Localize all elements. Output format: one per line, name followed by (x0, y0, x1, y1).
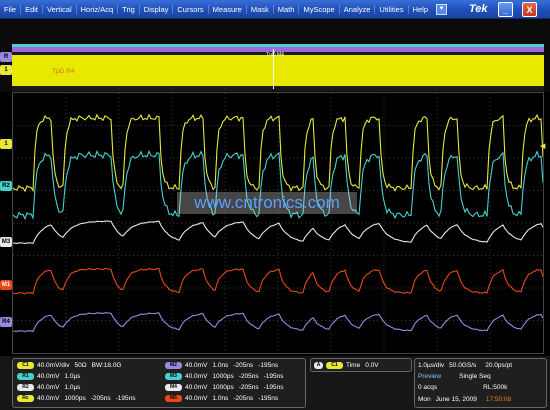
trigger-source-badge: C1 (326, 362, 343, 369)
waveform-display[interactable] (12, 92, 544, 354)
m4-time: 1000ps (212, 384, 234, 391)
m5-stop: -195ns (258, 395, 279, 402)
overview-ch1-marker[interactable]: 1 (0, 65, 12, 75)
r1-badge[interactable]: R1 (17, 373, 34, 380)
ch1-marker[interactable]: 1 (0, 139, 12, 149)
ch1-bandwidth: BW:18.0G (91, 362, 122, 369)
m3-marker[interactable]: M3 (0, 237, 12, 247)
overview-ref-trace (12, 47, 544, 52)
watermark: www.cntronics.com (177, 192, 357, 214)
menu-trig[interactable]: Trig (117, 4, 139, 14)
ch1-trace (12, 113, 544, 193)
acq-count: 0 acqs (418, 384, 438, 391)
clock: 17:50:08 (485, 396, 512, 403)
overview-ref-marker[interactable]: R (0, 52, 12, 62)
r1-scale: 40.0mV (37, 373, 60, 380)
trigger-level: 0.0V (365, 362, 379, 369)
m4-scale: 40.0mV (185, 384, 208, 391)
menu-bar: File Edit Vertical Horiz/Acq Trig Displa… (0, 0, 550, 19)
r1-time: 1.0µs (64, 373, 81, 380)
minimize-button[interactable]: _ (498, 2, 513, 17)
m2-badge[interactable]: M2 (165, 362, 182, 369)
zoom-selection-label: TpD M4 (266, 52, 284, 58)
r2-scale: 40.0mV (37, 384, 60, 391)
m5-time: 1.0ns (212, 395, 229, 402)
menu-measure[interactable]: Measure (207, 4, 246, 14)
readout-panel: C1 40.0mV/div 50Ω BW:18.0G R1 40.0mV 1.0… (0, 356, 550, 410)
m4-start: -205ns (238, 384, 259, 391)
sample-rate: 50.0GS/s (449, 362, 477, 369)
ch1-scale: 40.0mV/div (37, 362, 70, 369)
brand-logo: Tek (469, 3, 488, 15)
timebase-readout[interactable]: 1.0µs/div 50.0GS/s 20.0ps/pt Preview Sin… (414, 358, 547, 408)
menu-horiz-acq[interactable]: Horiz/Acq (75, 4, 118, 14)
ch2-marker[interactable]: R2 (0, 181, 12, 191)
m3-badge[interactable]: M3 (165, 373, 182, 380)
m3-start: -205ns (238, 373, 259, 380)
waveform-svg (12, 93, 544, 353)
r2-time: 1.0µs (64, 384, 81, 391)
acq-mode: Preview (418, 373, 442, 380)
menu-math[interactable]: Math (272, 4, 299, 14)
menu-edit[interactable]: Edit (20, 4, 42, 14)
r4-trace (12, 312, 544, 333)
trigger-a-badge: A (314, 362, 323, 369)
rc-scale: 40.0mV (37, 395, 60, 402)
menu-myscope[interactable]: MyScope (298, 4, 338, 14)
ch1-badge[interactable]: C1 (17, 362, 34, 369)
menu-help[interactable]: Help (407, 4, 432, 14)
m4-badge[interactable]: M4 (165, 384, 182, 391)
m1-trace (12, 267, 544, 295)
menu-mask[interactable]: Mask (245, 4, 273, 14)
m1-marker[interactable]: M1 (0, 280, 12, 290)
m2-stop: -195ns (258, 362, 279, 369)
acq-sequence: Single Seq (459, 373, 491, 380)
trigger-readout[interactable]: A C1 Time 0.0V (310, 358, 412, 372)
m3-trace (12, 220, 544, 245)
m5-badge[interactable]: M5 (165, 395, 182, 402)
resolution: 20.0ps/pt (485, 362, 513, 369)
m4-stop: -195ns (263, 384, 284, 391)
menu-file[interactable]: File (4, 4, 17, 14)
m2-time: 1.0ns (212, 362, 229, 369)
m5-scale: 40.0mV (185, 395, 208, 402)
menu-vertical[interactable]: Vertical (42, 4, 76, 14)
horizontal-scale: 1.0µs/div (418, 362, 445, 369)
m3-stop: -195ns (263, 373, 284, 380)
m2-scale: 40.0mV (185, 362, 208, 369)
rc-start: -205ns (90, 395, 111, 402)
menu-analyze[interactable]: Analyze (338, 4, 375, 14)
overview-label: TpD R4 (52, 68, 75, 75)
overview-ch1-trace (12, 55, 544, 86)
date: June 15, 2009 (435, 396, 477, 403)
ch2-trace (12, 149, 544, 221)
rc-time: 1000ps (64, 395, 86, 402)
m2-start: -205ns (233, 362, 254, 369)
menu-display[interactable]: Display (138, 4, 173, 14)
record-length: RL:500k (483, 384, 508, 391)
rc-stop: -195ns (115, 395, 136, 402)
rc-badge[interactable]: Rc (17, 395, 34, 402)
dropdown-arrow-icon[interactable]: ▼ (436, 3, 448, 15)
m3-time: 1000ps (212, 373, 234, 380)
menu-utilities[interactable]: Utilities (374, 4, 407, 14)
overview-ch2-trace (12, 44, 544, 47)
menu-cursors[interactable]: Cursors (172, 4, 207, 14)
close-button[interactable]: X (522, 2, 537, 17)
ch1-impedance: 50Ω (74, 362, 87, 369)
r2-badge[interactable]: R2 (17, 384, 34, 391)
m5-start: -205ns (233, 395, 254, 402)
zoom-position-cursor[interactable] (273, 49, 274, 89)
trigger-level-arrow-icon[interactable]: ◀ (540, 143, 546, 150)
channel-readouts: C1 40.0mV/div 50Ω BW:18.0G R1 40.0mV 1.0… (12, 358, 306, 408)
m3-scale: 40.0mV (185, 373, 208, 380)
zoom-overview[interactable]: TpD R4 TpD M4 R 1 (0, 19, 550, 92)
trigger-type: Time (346, 362, 361, 369)
r4-marker[interactable]: R4 (0, 317, 12, 327)
day: Mon (418, 396, 431, 403)
